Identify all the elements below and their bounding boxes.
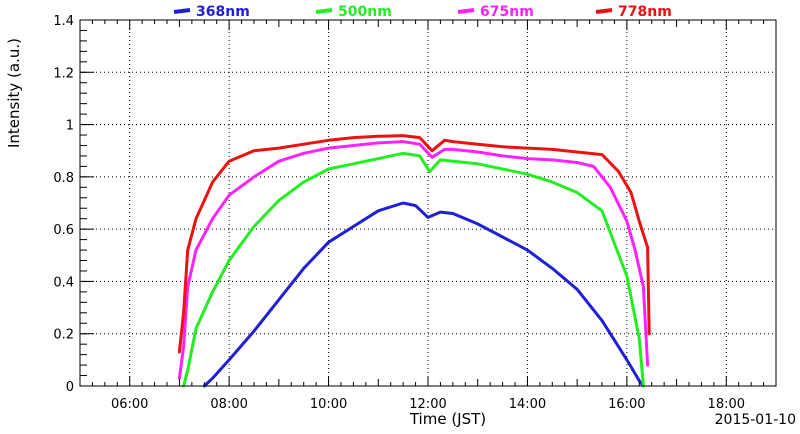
series-line-368nm (202, 201, 645, 388)
legend-label-368nm: 368nm (196, 4, 250, 20)
y-tick-label: 0.8 (53, 171, 74, 186)
y-tick-label: 0.6 (53, 223, 74, 238)
series-line-675nm (177, 140, 650, 380)
x-tick-label: 06:00 (111, 397, 148, 412)
legend-swatch-675nm (457, 8, 475, 14)
legend: 368nm 500nm 675nm 778nm (173, 4, 672, 20)
legend-label-500nm: 500nm (338, 4, 392, 20)
x-tick-label: 08:00 (210, 397, 247, 412)
series-line-500nm (182, 151, 645, 388)
x-tick-label: 18:00 (708, 397, 745, 412)
x-axis-title: Time (JST) (409, 410, 486, 428)
x-tick-label: 10:00 (310, 397, 347, 412)
series-layer (177, 134, 651, 388)
x-tick-label: 14:00 (509, 397, 546, 412)
series-line-778nm (177, 134, 651, 354)
x-tick-label: 12:00 (409, 397, 446, 412)
date-label: 2015-01-10 (715, 412, 796, 428)
y-tick-label: 1.4 (53, 14, 74, 29)
y-tick-label: 1 (66, 119, 74, 134)
legend-label-778nm: 778nm (618, 4, 672, 20)
legend-swatch-778nm (595, 8, 613, 14)
x-tick-label: 16:00 (608, 397, 645, 412)
legend-label-675nm: 675nm (480, 4, 534, 20)
legend-swatch-368nm (173, 8, 191, 14)
y-tick-label: 0.2 (53, 328, 74, 343)
legend-swatch-500nm (315, 8, 333, 14)
axes: 06:00 08:00 10:00 12:00 14:00 16:00 18:00 0 0.2 0… (53, 14, 765, 412)
y-tick-label: 1.2 (53, 66, 74, 81)
y-tick-label: 0.4 (53, 275, 74, 290)
y-axis-title: Intensity (a.u.) (5, 38, 23, 148)
grid (80, 20, 776, 386)
y-tick-label: 0 (66, 380, 74, 395)
